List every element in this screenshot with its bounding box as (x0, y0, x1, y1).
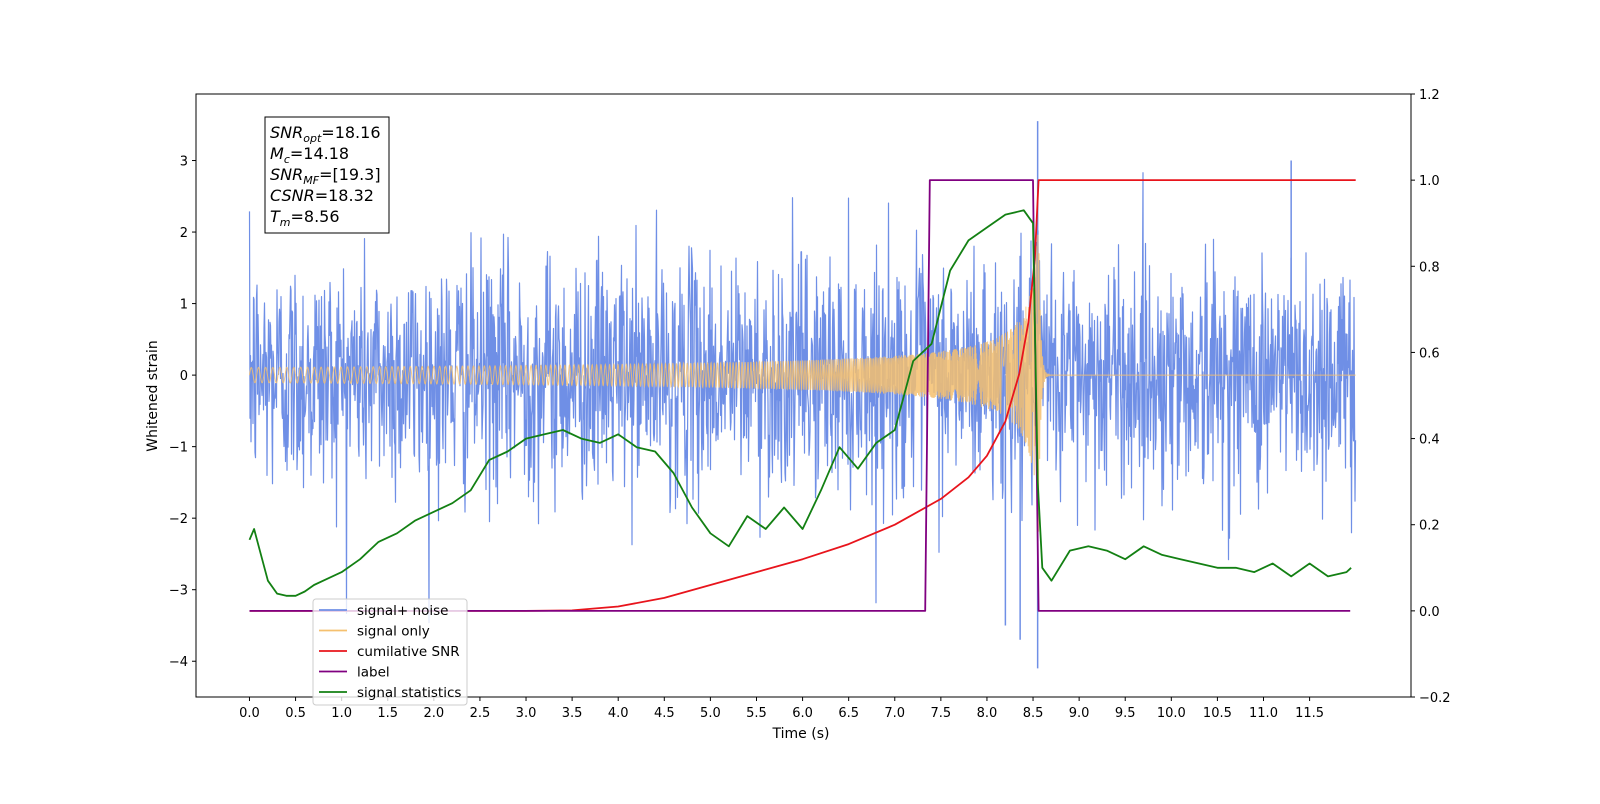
series-signal-noise (248, 172, 1357, 624)
x-axis-label: Time (s) (772, 726, 830, 742)
x-tick-label: 10.0 (1157, 706, 1186, 721)
annotation-line: Tm=8.56 (270, 207, 340, 229)
legend-frame (312, 598, 468, 706)
y2-tick-label: 0.6 (1419, 346, 1440, 361)
x-tick-label: 6.5 (838, 706, 859, 721)
annotation-box: SNRopt=18.16Mc=14.18SNRMF=[19.3]CSNR=18.… (264, 116, 390, 234)
y-tick-label: 0 (180, 369, 188, 384)
y2-tick-label: 0.4 (1419, 433, 1440, 448)
x-tick-label: 0.0 (239, 706, 260, 721)
x-tick-label: 4.5 (654, 706, 675, 721)
x-tick-label: 1.5 (377, 706, 398, 721)
y-tick-label: −1 (169, 441, 188, 456)
y2-tick-label: 0.0 (1419, 605, 1440, 620)
y-tick-label: 1 (180, 298, 188, 313)
x-tick-label: 9.0 (1069, 706, 1090, 721)
annotation-line: Mc=14.18 (270, 144, 349, 166)
ticks-layer: 0.0 0.5 1.0 1.5 2.0 2.5 3.0 3.5 4.0 4.5 5.0 5.5 6.0 6… (169, 88, 1451, 721)
y-tick-label: −4 (169, 655, 188, 670)
y2-tick-label: 1.0 (1419, 174, 1440, 189)
x-tick-label: 2.5 (470, 706, 491, 721)
series-label (249, 179, 1351, 612)
x-tick-label: 1.0 (331, 706, 352, 721)
x-tick-label: 3.0 (516, 706, 537, 721)
y-tick-label: 3 (180, 155, 188, 170)
y2-tick-label: −0.2 (1419, 691, 1451, 706)
annotation-line: SNRopt=18.16 (270, 123, 381, 145)
x-tick-label: 6.0 (792, 706, 813, 721)
y2-tick-label: 1.2 (1419, 88, 1440, 103)
x-tick-label: 11.5 (1295, 706, 1324, 721)
signal-layer (249, 234, 1356, 539)
x-tick-label: 4.0 (608, 706, 629, 721)
legend-label: signal+ noise (357, 603, 448, 619)
y-tick-label: 2 (180, 226, 188, 241)
y2-tick-label: 0.2 (1419, 519, 1440, 534)
legend-label: cumilative SNR (357, 644, 460, 660)
lines-layer (248, 179, 1356, 612)
x-tick-label: 5.0 (700, 706, 721, 721)
x-tick-label: 0.5 (285, 706, 306, 721)
x-tick-label: 7.5 (931, 706, 952, 721)
series-signal-only (249, 234, 1356, 539)
x-tick-label: 3.5 (562, 706, 583, 721)
legend: signal+ noise signal only cumilative SNR la… (312, 598, 468, 706)
legend-label: signal only (357, 624, 430, 640)
y2-tick-label: 0.8 (1419, 260, 1440, 275)
x-tick-label: 7.0 (884, 706, 905, 721)
x-tick-label: 5.5 (746, 706, 767, 721)
noise-layer (248, 121, 1357, 669)
x-tick-label: 2.0 (423, 706, 444, 721)
annotation-frame (264, 116, 390, 234)
x-tick-label: 10.5 (1203, 706, 1232, 721)
y-tick-label: −3 (169, 584, 188, 599)
legend-label: label (357, 665, 390, 681)
annotation-line: CSNR=18.32 (270, 186, 374, 205)
series-signal-statistics (248, 209, 1352, 597)
y-axis-label: Whitened strain (145, 340, 161, 451)
x-tick-label: 8.0 (977, 706, 998, 721)
legend-label: signal statistics (357, 685, 461, 701)
x-tick-label: 9.5 (1115, 706, 1136, 721)
x-tick-label: 11.0 (1249, 706, 1278, 721)
plot-frame (195, 93, 1412, 698)
y-tick-label: −2 (169, 512, 188, 527)
x-tick-label: 8.5 (1023, 706, 1044, 721)
annotation-line: SNRMF=[19.3] (270, 165, 381, 187)
